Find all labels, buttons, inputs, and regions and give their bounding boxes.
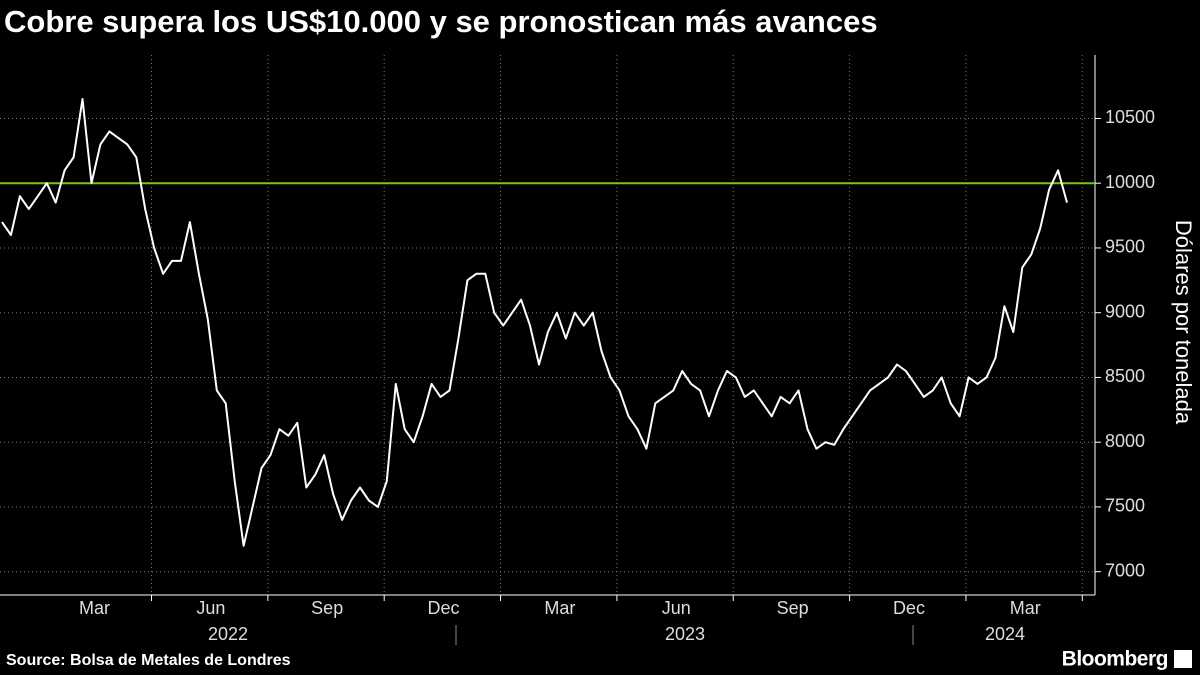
x-tick-label: Jun — [196, 598, 225, 618]
price-line — [1, 98, 1068, 547]
y-tick-label: 7500 — [1105, 496, 1145, 516]
y-tick-label: 10500 — [1105, 107, 1155, 127]
x-tick-label: Dec — [893, 598, 925, 618]
x-tick-label: Dec — [428, 598, 460, 618]
y-tick-label: 9000 — [1105, 301, 1145, 321]
y-tick-label: 8000 — [1105, 431, 1145, 451]
x-tick-label: Mar — [544, 598, 575, 618]
x-tick-label: Sep — [777, 598, 809, 618]
y-axis-label: Dólares por tonelada — [1171, 220, 1196, 425]
year-label: 2022 — [208, 624, 248, 644]
y-tick-label: 9500 — [1105, 237, 1145, 257]
x-tick-label: Mar — [79, 598, 110, 618]
x-tick-label: Sep — [311, 598, 343, 618]
year-label: 2024 — [985, 624, 1025, 644]
y-tick-label: 7000 — [1105, 560, 1145, 580]
source: Source: Bolsa de Metales de Londres — [6, 652, 291, 669]
brand: Bloomberg — [1062, 648, 1168, 671]
y-tick-label: 10000 — [1105, 172, 1155, 192]
y-tick-label: 8500 — [1105, 366, 1145, 386]
chart-title: Cobre supera los US$10.000 y se pronosti… — [4, 4, 878, 39]
x-tick-label: Jun — [662, 598, 691, 618]
year-label: 2023 — [665, 624, 705, 644]
x-tick-label: Mar — [1010, 598, 1041, 618]
brand-icon — [1174, 650, 1192, 668]
